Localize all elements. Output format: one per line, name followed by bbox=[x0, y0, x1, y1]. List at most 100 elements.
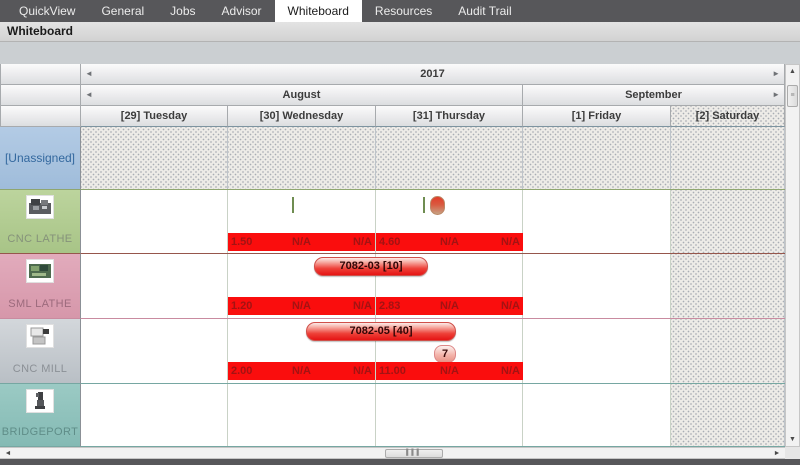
month-label-august: August bbox=[282, 89, 321, 101]
day-header-thursday[interactable]: [31] Thursday bbox=[376, 106, 523, 127]
resource-name: [Unassigned] bbox=[4, 151, 76, 165]
main-tab-bar: QuickView General Jobs Advisor Whiteboar… bbox=[0, 0, 800, 22]
grid-cell[interactable] bbox=[671, 127, 785, 189]
grid-cell[interactable] bbox=[671, 384, 785, 446]
grid-cell[interactable] bbox=[376, 127, 523, 189]
month-next-icon[interactable]: ► bbox=[772, 90, 780, 99]
year-prev-icon[interactable]: ◄ bbox=[85, 69, 93, 78]
grid-row-unassigned bbox=[81, 127, 785, 190]
grid-cell[interactable] bbox=[523, 127, 671, 189]
day-label: [2] Saturday bbox=[695, 110, 760, 122]
resource-bridgeport[interactable]: BRIDGEPORT bbox=[0, 384, 81, 447]
day-header-tuesday[interactable]: [29] Tuesday bbox=[81, 106, 228, 127]
schedule-tick-marker[interactable] bbox=[292, 197, 294, 213]
grid-cell[interactable] bbox=[81, 127, 228, 189]
scrollbar-corner bbox=[785, 447, 800, 459]
resource-cnc-mill[interactable]: CNC MILL bbox=[0, 319, 81, 384]
grid-cell[interactable] bbox=[671, 254, 785, 318]
capacity-value: N/A bbox=[440, 236, 459, 248]
scroll-left-icon[interactable]: ◄ bbox=[4, 450, 12, 457]
tab-advisor[interactable]: Advisor bbox=[221, 4, 262, 18]
capacity-value: N/A bbox=[292, 236, 311, 248]
job-pill-7082-05[interactable]: 7082-05 [40] bbox=[306, 322, 456, 341]
day-header-wednesday[interactable]: [30] Wednesday bbox=[228, 106, 376, 127]
resource-sml-lathe[interactable]: SML LATHE bbox=[0, 254, 81, 319]
month-header-august: ◄ August bbox=[81, 85, 523, 106]
header-corner-year bbox=[0, 64, 81, 85]
capacity-value: N/A bbox=[501, 236, 520, 248]
page-title-bar: Whiteboard bbox=[0, 22, 800, 42]
year-label: 2017 bbox=[420, 68, 445, 80]
vertical-scrollbar-thumb[interactable]: ≡ bbox=[787, 85, 798, 107]
capacity-day-thursday: 2.83 N/A N/A bbox=[376, 297, 523, 315]
capacity-day-wednesday: 1.20 N/A N/A bbox=[228, 297, 375, 315]
schedule-tick-marker[interactable] bbox=[423, 197, 425, 213]
tab-general[interactable]: General bbox=[101, 4, 145, 18]
scroll-down-icon[interactable]: ▼ bbox=[789, 436, 796, 443]
day-label: [30] Wednesday bbox=[259, 110, 344, 122]
month-label-september: September bbox=[625, 89, 682, 101]
tab-jobs[interactable]: Jobs bbox=[170, 4, 196, 18]
capacity-value: N/A bbox=[292, 300, 311, 312]
page-title: Whiteboard bbox=[7, 24, 73, 38]
scroll-up-icon[interactable]: ▲ bbox=[789, 68, 796, 75]
resource-name: SML LATHE bbox=[8, 298, 72, 310]
month-header-september: September ► bbox=[523, 85, 785, 106]
day-label: [1] Friday bbox=[571, 110, 622, 122]
tab-quickview[interactable]: QuickView bbox=[19, 4, 76, 18]
horizontal-scrollbar-thumb[interactable]: ▌▌▌ bbox=[385, 449, 443, 458]
resource-cnc-lathe[interactable]: CNC LATHE bbox=[0, 190, 81, 254]
bridgeport-image bbox=[26, 389, 54, 413]
capacity-value: N/A bbox=[440, 300, 459, 312]
day-header-saturday[interactable]: [2] Saturday bbox=[671, 106, 785, 127]
capacity-value: 2.00 bbox=[231, 365, 253, 377]
scroll-right-icon[interactable]: ► bbox=[773, 450, 781, 457]
mini-job-pill[interactable] bbox=[430, 196, 445, 215]
tab-whiteboard[interactable]: Whiteboard bbox=[274, 0, 362, 22]
capacity-value: 2.83 bbox=[379, 300, 401, 312]
vertical-scrollbar[interactable]: ▲ ≡ ▼ bbox=[785, 64, 800, 447]
grid-cell[interactable] bbox=[523, 254, 671, 318]
capacity-value: N/A bbox=[353, 236, 372, 248]
grid-cell[interactable] bbox=[671, 190, 785, 253]
grid-cell[interactable] bbox=[228, 384, 376, 446]
header-corner-day bbox=[0, 106, 81, 127]
capacity-value: 1.20 bbox=[231, 300, 253, 312]
tab-audit-trail[interactable]: Audit Trail bbox=[458, 4, 512, 18]
horizontal-scrollbar[interactable]: ◄ ▌▌▌ ► bbox=[0, 447, 785, 459]
grid-cell[interactable] bbox=[523, 319, 671, 383]
tab-resources[interactable]: Resources bbox=[374, 4, 433, 18]
grid-cell[interactable] bbox=[81, 319, 228, 383]
resource-unassigned[interactable]: [Unassigned] bbox=[0, 127, 81, 190]
cnc-lathe-image bbox=[26, 195, 54, 219]
capacity-value: 4.60 bbox=[379, 236, 401, 248]
job-pill-7082-03[interactable]: 7082-03 [10] bbox=[314, 257, 428, 276]
bottom-status-strip bbox=[0, 459, 800, 465]
day-header-friday[interactable]: [1] Friday bbox=[523, 106, 671, 127]
job-badge-7[interactable]: 7 bbox=[434, 345, 456, 363]
grid-cell[interactable] bbox=[376, 384, 523, 446]
month-prev-icon[interactable]: ◄ bbox=[85, 90, 93, 99]
grid-row-bridgeport bbox=[81, 384, 785, 447]
day-label: [29] Tuesday bbox=[120, 110, 188, 122]
resource-name: CNC LATHE bbox=[7, 233, 73, 245]
capacity-value: N/A bbox=[440, 365, 459, 377]
capacity-value: N/A bbox=[501, 365, 520, 377]
capacity-day-thursday: 11.00 N/A N/A bbox=[376, 362, 523, 380]
capacity-bar-cnc-lathe: 1.50 N/A N/A 4.60 N/A N/A bbox=[228, 233, 523, 251]
grid-cell[interactable] bbox=[81, 384, 228, 446]
grid-cell[interactable] bbox=[523, 384, 671, 446]
capacity-value: N/A bbox=[292, 365, 311, 377]
year-next-icon[interactable]: ► bbox=[772, 69, 780, 78]
grid-cell[interactable] bbox=[81, 254, 228, 318]
grid-cell[interactable] bbox=[81, 190, 228, 253]
resource-name: BRIDGEPORT bbox=[1, 426, 79, 438]
grid-cell[interactable] bbox=[523, 190, 671, 253]
capacity-bar-cnc-mill: 2.00 N/A N/A 11.00 N/A N/A bbox=[228, 362, 523, 380]
grid-cell[interactable] bbox=[228, 127, 376, 189]
capacity-value: 11.00 bbox=[379, 365, 406, 377]
capacity-day-thursday: 4.60 N/A N/A bbox=[376, 233, 523, 251]
grid-cell[interactable] bbox=[671, 319, 785, 383]
capacity-value: N/A bbox=[353, 300, 372, 312]
